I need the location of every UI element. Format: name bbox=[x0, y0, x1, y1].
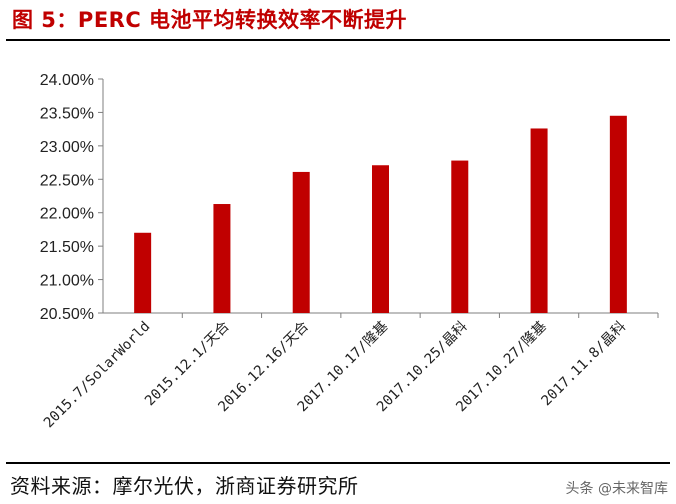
x-category-label: 2015.7/SolarWorld bbox=[41, 319, 154, 432]
bar bbox=[372, 165, 389, 313]
y-axis-ticks: 20.50% 21.00% 21.50% 22.00% 22.50% 23.00% 23.5… bbox=[40, 72, 103, 323]
source-note: 资料来源：摩尔光伏，浙商证券研究所 bbox=[10, 474, 359, 498]
footer-divider bbox=[6, 462, 670, 464]
x-category-label: 2017.11.8/晶科 bbox=[538, 319, 629, 410]
bar bbox=[292, 171, 310, 313]
bar bbox=[609, 115, 627, 314]
y-tick-label: 23.50% bbox=[40, 105, 94, 122]
bar bbox=[134, 232, 152, 313]
chart-title: 图 5：PERC 电池平均转换效率不断提升 bbox=[12, 8, 408, 32]
y-tick-label: 22.50% bbox=[40, 172, 94, 189]
title-divider bbox=[6, 39, 670, 41]
x-category-label: 2015.12.1/天合 bbox=[142, 319, 233, 410]
bar-chart: 20.50% 21.00% 21.50% 22.00% 22.50% 23.00% 23.5… bbox=[40, 72, 659, 432]
watermark: 头条 @未来智库 bbox=[565, 481, 668, 497]
y-tick-label: 24.00% bbox=[40, 72, 94, 89]
y-tick-label: 22.00% bbox=[40, 206, 94, 223]
y-tick-label: 20.50% bbox=[40, 306, 94, 323]
bar bbox=[451, 160, 469, 313]
bar bbox=[213, 204, 231, 313]
y-tick-label: 21.50% bbox=[40, 239, 94, 256]
x-axis-labels: 2015.7/SolarWorld2015.12.1/天合2016.12.16/… bbox=[41, 313, 659, 432]
y-tick-label: 21.00% bbox=[40, 273, 94, 290]
bar bbox=[530, 128, 548, 313]
chart-bars bbox=[134, 115, 627, 314]
y-tick-label: 23.00% bbox=[40, 139, 94, 156]
